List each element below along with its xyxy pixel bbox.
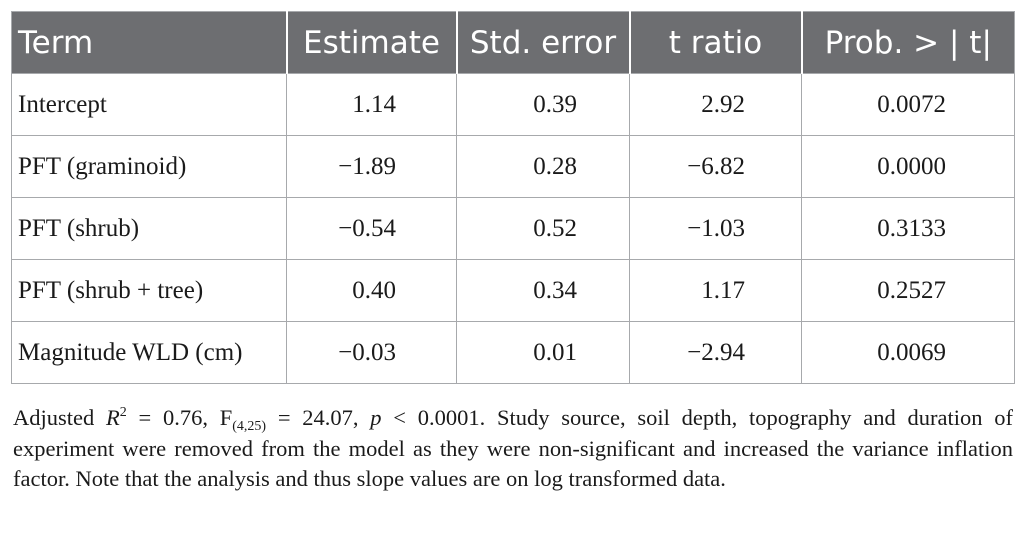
- note-r-letter: R: [106, 405, 120, 430]
- table-row: PFT (shrub) −0.54 0.52 −1.03 0.3133: [11, 197, 1015, 260]
- header-t-ratio: t ratio: [629, 11, 803, 74]
- cell-std-error: 0.28: [456, 135, 630, 198]
- table-header-row: Term Estimate Std. error t ratio Prob. >…: [11, 11, 1015, 74]
- cell-estimate: −0.03: [286, 321, 457, 384]
- note-p-value: < 0.0001. Study source, soil depth, topo…: [13, 405, 1013, 491]
- cell-term: Intercept: [11, 73, 287, 136]
- cell-t-ratio: −6.82: [629, 135, 802, 198]
- header-prob: Prob. > | t|: [801, 11, 1015, 74]
- cell-std-error: 0.39: [456, 73, 630, 136]
- header-estimate: Estimate: [286, 11, 458, 74]
- cell-term: PFT (shrub + tree): [11, 259, 287, 322]
- note-adjusted: Adjusted: [13, 405, 107, 430]
- cell-t-ratio: −1.03: [629, 197, 802, 260]
- cell-estimate: −1.89: [286, 135, 457, 198]
- table-footnote: Adjusted R2 = 0.76, F(4,25) = 24.07, p <…: [13, 403, 1013, 495]
- header-std-error: Std. error: [456, 11, 631, 74]
- cell-term: PFT (shrub): [11, 197, 287, 260]
- cell-t-ratio: 1.17: [629, 259, 802, 322]
- cell-prob: 0.3133: [801, 197, 1015, 260]
- table-row: PFT (shrub + tree) 0.40 0.34 1.17 0.2527: [11, 259, 1015, 322]
- regression-table-container: Term Estimate Std. error t ratio Prob. >…: [11, 11, 1015, 384]
- cell-estimate: −0.54: [286, 197, 457, 260]
- regression-table: Term Estimate Std. error t ratio Prob. >…: [11, 11, 1015, 384]
- note-r-superscript: 2: [119, 405, 127, 420]
- cell-prob: 0.2527: [801, 259, 1015, 322]
- note-r-value: = 0.76, F: [126, 405, 233, 430]
- cell-t-ratio: −2.94: [629, 321, 802, 384]
- table-row: Intercept 1.14 0.39 2.92 0.0072: [11, 73, 1015, 136]
- cell-term: Magnitude WLD (cm): [11, 321, 287, 384]
- cell-prob: 0.0072: [801, 73, 1015, 136]
- cell-estimate: 1.14: [286, 73, 457, 136]
- cell-std-error: 0.01: [456, 321, 630, 384]
- table-row: Magnitude WLD (cm) −0.03 0.01 −2.94 0.00…: [11, 321, 1015, 384]
- header-term: Term: [11, 11, 288, 74]
- table-row: PFT (graminoid) −1.89 0.28 −6.82 0.0000: [11, 135, 1015, 198]
- cell-std-error: 0.52: [456, 197, 630, 260]
- note-f-subscript: (4,25): [232, 419, 267, 434]
- cell-prob: 0.0069: [801, 321, 1015, 384]
- cell-estimate: 0.40: [286, 259, 457, 322]
- cell-std-error: 0.34: [456, 259, 630, 322]
- cell-term: PFT (graminoid): [11, 135, 287, 198]
- note-p-letter: p: [370, 405, 382, 430]
- cell-prob: 0.0000: [801, 135, 1015, 198]
- cell-t-ratio: 2.92: [629, 73, 802, 136]
- note-f-value: = 24.07,: [266, 405, 371, 430]
